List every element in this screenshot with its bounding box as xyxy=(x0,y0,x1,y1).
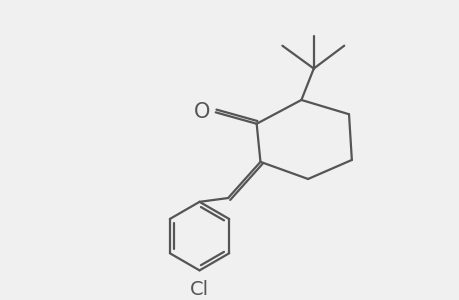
Text: O: O xyxy=(194,102,210,122)
Text: Cl: Cl xyxy=(190,280,209,299)
